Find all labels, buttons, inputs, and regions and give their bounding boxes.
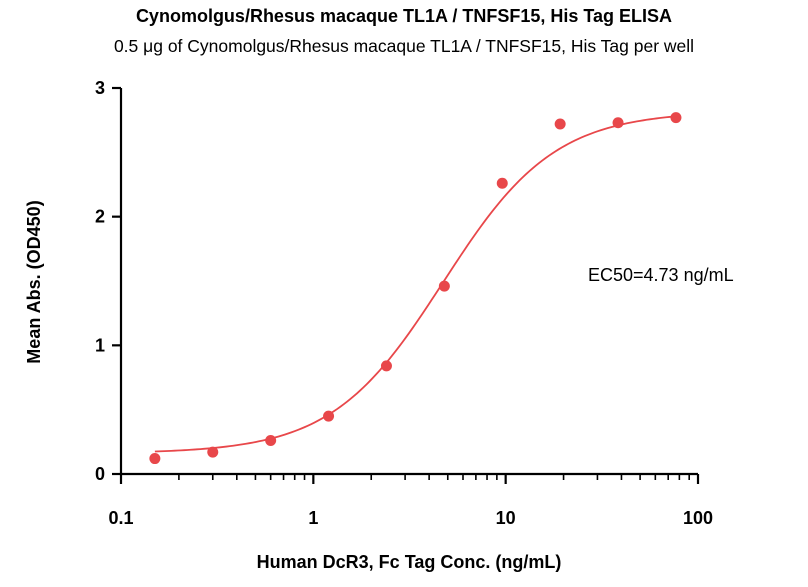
data-point <box>612 117 624 129</box>
x-tick-label: 10 <box>496 508 516 528</box>
data-point <box>670 112 682 124</box>
ec50-annotation: EC50=4.73 ng/mL <box>588 265 734 285</box>
data-points <box>149 112 682 465</box>
x-axis-title: Human DcR3, Fc Tag Conc. (ng/mL) <box>257 552 562 572</box>
data-point <box>265 435 277 447</box>
y-tick-label: 3 <box>95 78 105 98</box>
axes <box>119 88 698 476</box>
x-tick-label: 0.1 <box>108 508 133 528</box>
data-point <box>554 118 566 130</box>
y-axis-title: Mean Abs. (OD450) <box>24 200 44 363</box>
fit-layer <box>154 115 677 453</box>
data-point <box>207 446 219 458</box>
x-tick-label: 100 <box>683 508 713 528</box>
y-tick-label: 2 <box>95 207 105 227</box>
data-point <box>149 453 161 465</box>
y-tick-label: 0 <box>95 464 105 484</box>
fit-curve <box>154 115 677 453</box>
data-point <box>438 280 450 292</box>
chart-title: Cynomolgus/Rhesus macaque TL1A / TNFSF15… <box>135 6 673 26</box>
chart-subtitle: 0.5 μg of Cynomolgus/Rhesus macaque TL1A… <box>113 36 695 56</box>
data-point <box>380 360 392 372</box>
x-tick-label: 1 <box>308 508 318 528</box>
y-tick-label: 1 <box>95 335 105 355</box>
data-point <box>496 177 508 189</box>
data-point <box>323 410 335 422</box>
ticks: 0 1 2 3 0.1 1 10 100 <box>95 78 713 528</box>
